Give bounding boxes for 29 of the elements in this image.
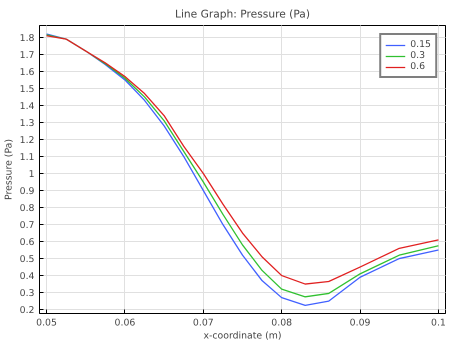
y-axis-title: Pressure (Pa) — [4, 139, 15, 200]
y-tick-label: 1.4 — [20, 100, 35, 112]
y-tick-label: 1 — [28, 169, 35, 180]
x-tick-label: 0.09 — [350, 318, 371, 328]
x-tick-label: 0.06 — [114, 318, 136, 328]
x-tick-label: 0.07 — [192, 318, 214, 328]
y-tick-label: 1.7 — [20, 50, 35, 61]
y-tick-label: 1.6 — [20, 66, 35, 78]
chart-title: Line Graph: Pressure (Pa) — [175, 8, 310, 20]
y-tick-label: 0.3 — [20, 288, 35, 300]
y-tick-label: 0.4 — [20, 271, 35, 282]
y-tick-label: 0.5 — [20, 254, 35, 266]
x-tick-label: 0.1 — [431, 318, 446, 328]
y-tick-label: 1.8 — [20, 32, 35, 44]
y-tick-label: 0.6 — [20, 237, 35, 248]
x-tick-label: 0.08 — [271, 318, 292, 328]
legend-label: 0.6 — [410, 61, 426, 72]
y-tick-label: 0.8 — [20, 203, 35, 214]
y-tick-label: 0.7 — [20, 220, 35, 232]
x-tick-label: 0.05 — [36, 318, 58, 328]
x-axis-title: x-coordinate (m) — [204, 330, 282, 342]
y-tick-label: 0.2 — [20, 305, 35, 316]
legend-label: 0.3 — [410, 50, 426, 61]
y-tick-label: 1.2 — [20, 134, 35, 146]
y-tick-label: 1.1 — [20, 152, 35, 163]
y-tick-label: 1.3 — [20, 118, 35, 129]
y-tick-label: 1.5 — [20, 84, 35, 95]
y-tick-label: 0.9 — [20, 186, 35, 198]
legend-label: 0.15 — [410, 39, 431, 50]
